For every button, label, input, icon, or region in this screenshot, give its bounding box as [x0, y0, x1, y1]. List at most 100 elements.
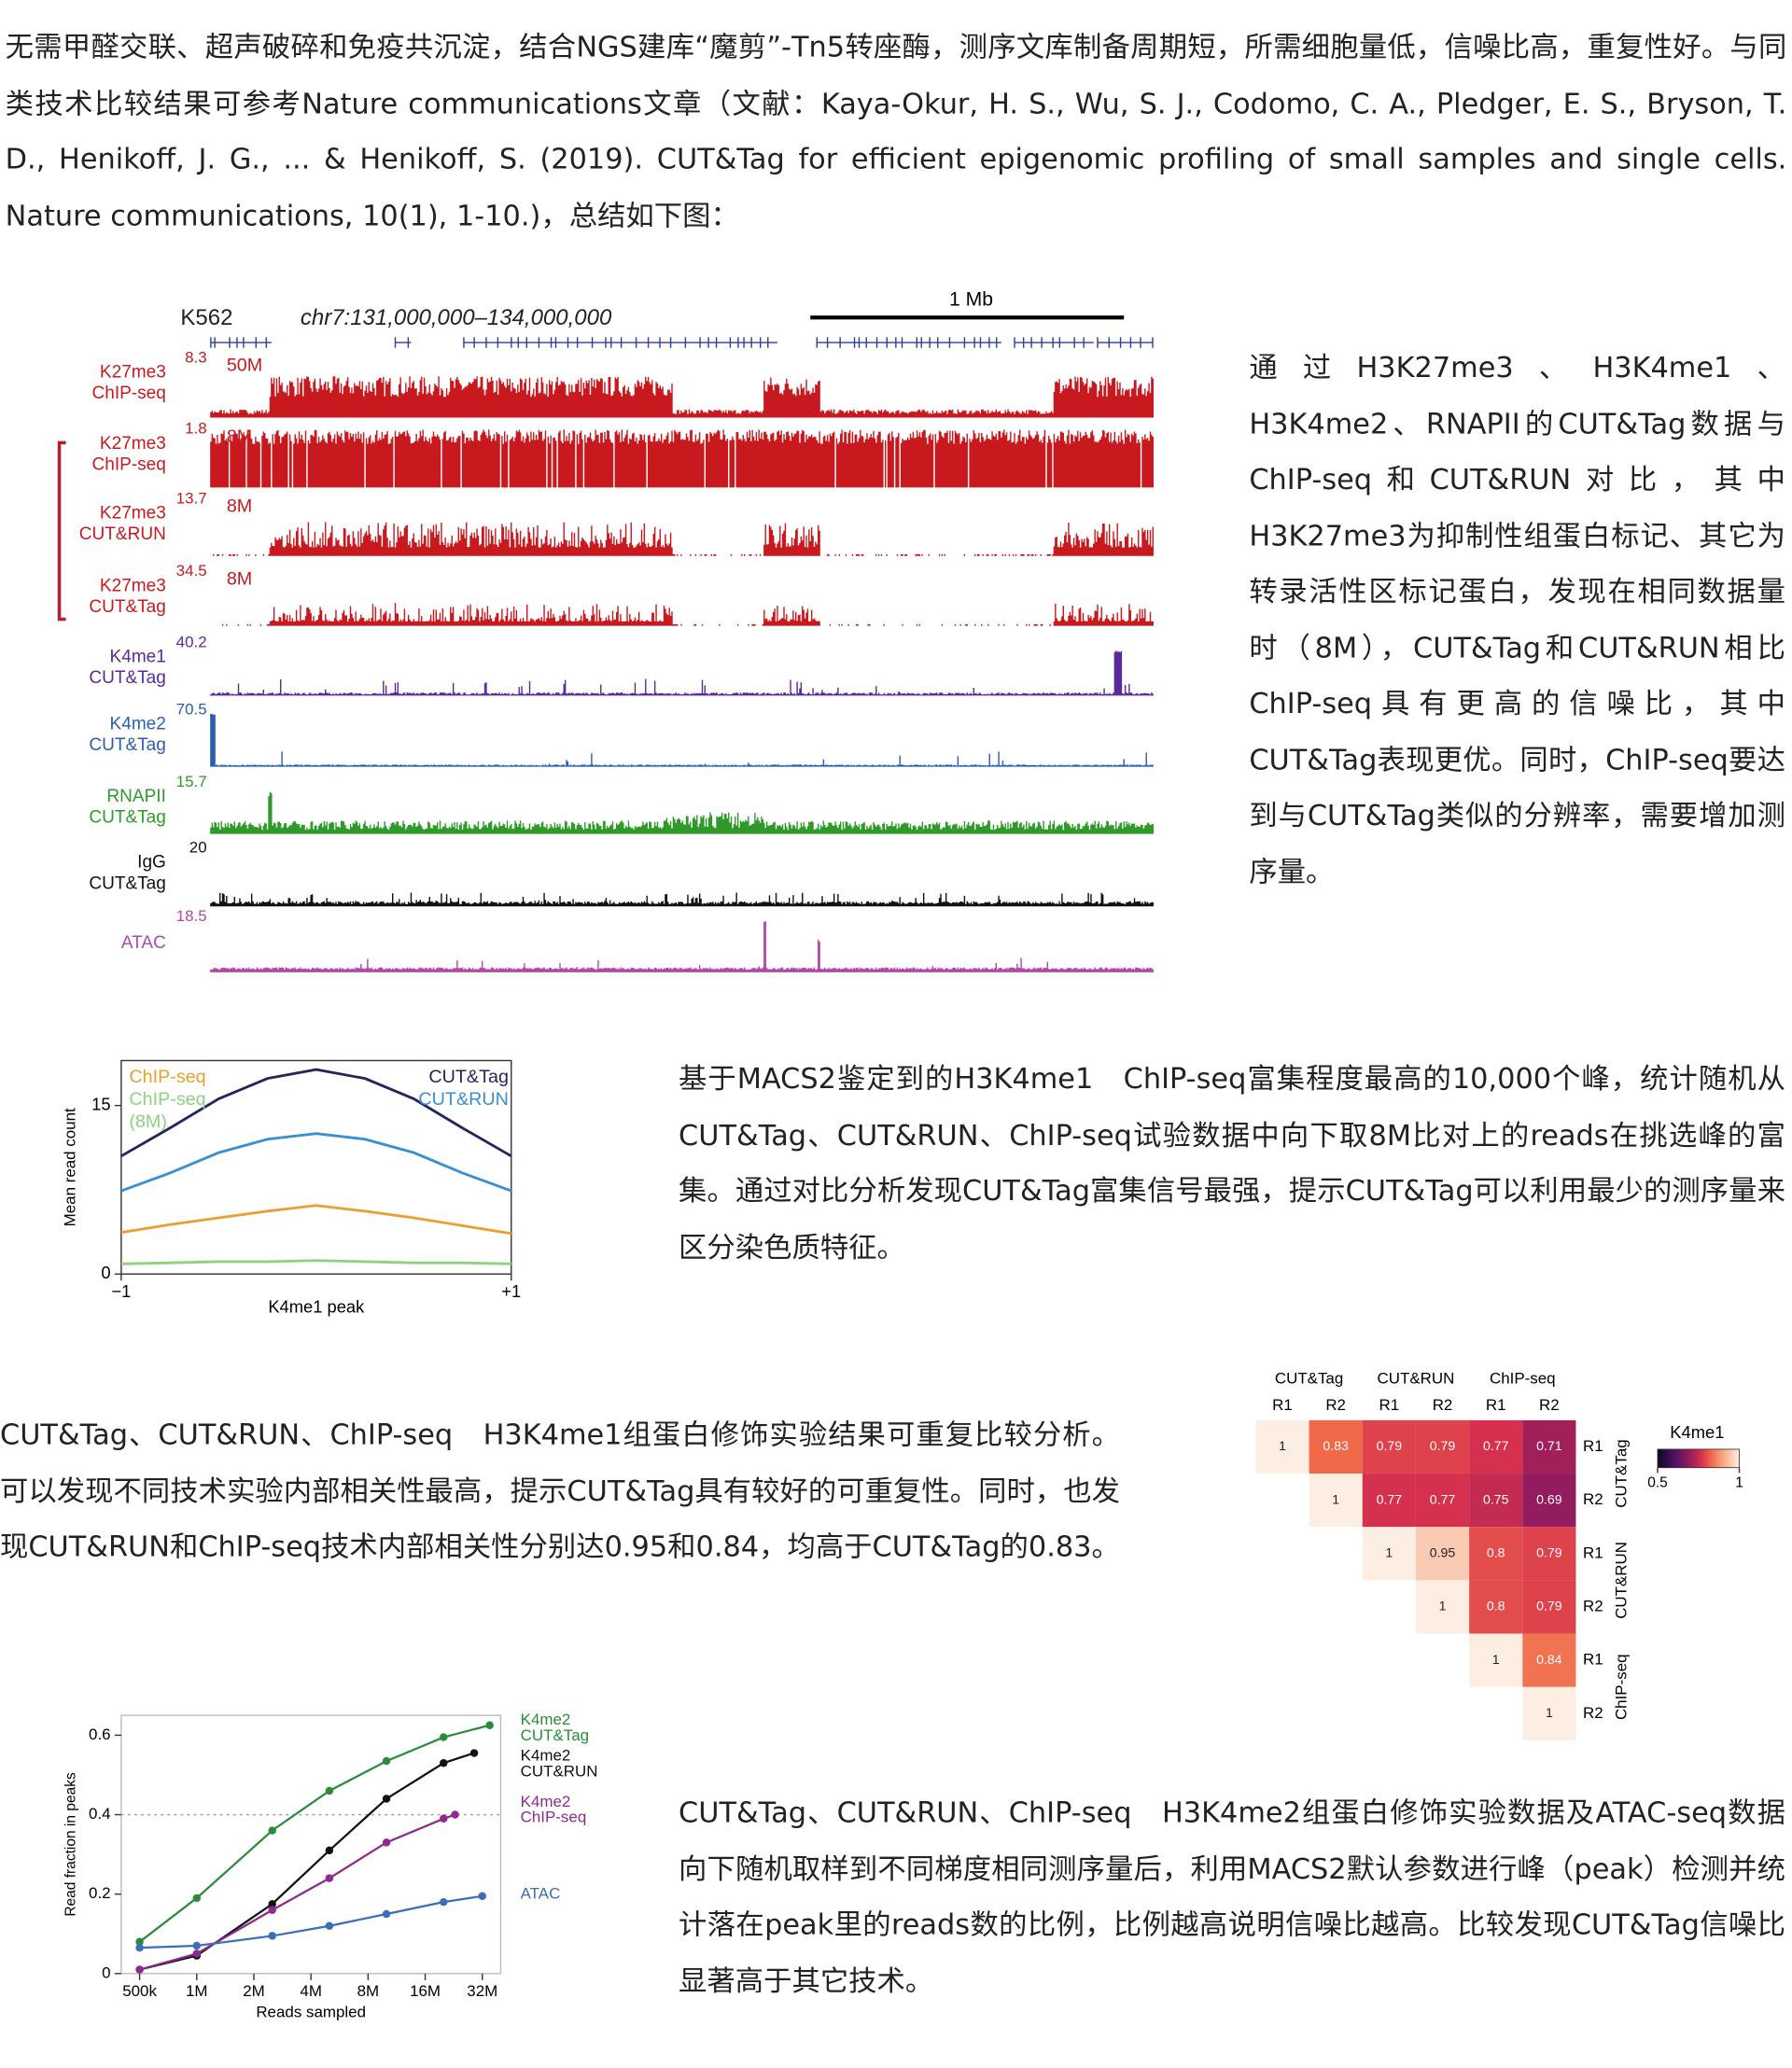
series-line: [120, 1204, 511, 1236]
heatmap-cell: [1362, 1527, 1416, 1581]
heatmap-value: 0.83: [1323, 1438, 1349, 1453]
heatmap-row-label: R1: [1583, 1651, 1603, 1669]
track-max: 13.7: [176, 490, 207, 508]
heatmap-value: 0.95: [1430, 1545, 1456, 1560]
heatmap-cell: [1469, 1580, 1523, 1634]
heatmap-col-label: R1: [1379, 1396, 1400, 1414]
track-depth: 50M: [227, 356, 262, 376]
heatmap-value: 0.77: [1430, 1491, 1456, 1506]
heatmap-cell: [1469, 1419, 1523, 1474]
legend-label: ChIP-seq: [129, 1089, 205, 1110]
track-signal: [210, 921, 1154, 972]
y-tick-label: 0: [102, 1963, 110, 1981]
track-signal: [210, 650, 1154, 696]
track-assay: CUT&Tag: [89, 873, 166, 893]
y-tick-label: 0.2: [89, 1884, 111, 1902]
legend-label: CUT&RUN: [418, 1089, 509, 1110]
heatmap-cell: [1522, 1580, 1576, 1634]
point: [325, 1921, 334, 1930]
series-line: [139, 1894, 483, 1949]
point: [451, 1810, 459, 1819]
point: [469, 1749, 479, 1757]
heatmap-group-label: CUT&Tag: [1275, 1370, 1343, 1388]
x-tick-label: 16M: [410, 1982, 441, 2000]
gene-track: [210, 337, 1154, 348]
heatmap-col-label: R2: [1325, 1396, 1346, 1414]
heatmap-row-label: R2: [1583, 1490, 1603, 1508]
heatmap-group-label: ChIP-seq: [1612, 1654, 1630, 1720]
point: [440, 1733, 448, 1741]
track-name: K27me3: [100, 363, 166, 383]
heatmap-value: 0.8: [1487, 1545, 1505, 1560]
colorbar-tick-label: 0.5: [1647, 1475, 1668, 1491]
heatmap-cell: [1469, 1474, 1523, 1528]
legend-label: CUT&Tag: [428, 1067, 509, 1087]
x-tick-label: 1M: [186, 1982, 208, 2000]
x-tick-label: 32M: [467, 1982, 497, 2000]
legend-label: ChIP-seq: [129, 1067, 205, 1087]
track-assay: CUT&Tag: [89, 597, 166, 617]
track-max: 15.7: [176, 773, 207, 790]
point: [135, 1943, 144, 1952]
point: [440, 1814, 448, 1823]
heatmap-cell: [1522, 1633, 1576, 1687]
legend-label: ChIP-seq: [521, 1809, 587, 1826]
heatmap-value: 0.8: [1487, 1599, 1505, 1614]
track-name: K27me3: [100, 576, 166, 595]
heatmap-cell: [1309, 1419, 1363, 1474]
heatmap-value: 1: [1385, 1545, 1393, 1560]
colorbar-title: K4me1: [1670, 1422, 1724, 1442]
point: [485, 1721, 494, 1729]
track-name: K4me2: [110, 714, 166, 734]
paragraph: CUT&Tag、CUT&RUN、ChIP-seq H3K4me1组蛋白修饰实验结…: [0, 1418, 1120, 1564]
track-name: K27me3: [100, 504, 166, 524]
track-max: 8.3: [185, 348, 207, 366]
series-line: [120, 1259, 511, 1265]
cell-label: K562: [180, 305, 232, 330]
heatmap-value: 1: [1439, 1599, 1447, 1614]
legend-label: CUT&Tag: [521, 1726, 589, 1744]
x-tick-label: +1: [501, 1281, 521, 1301]
y-axis-label: Mean read count: [62, 1108, 79, 1226]
track-name: IgG: [137, 853, 166, 873]
track-assay: CUT&RUN: [79, 524, 166, 544]
heatmap-value: 0.77: [1377, 1491, 1403, 1506]
track-depth: 8M: [227, 568, 252, 589]
point: [268, 1932, 276, 1940]
point: [382, 1838, 391, 1847]
heatmap-value: 0.71: [1536, 1438, 1562, 1453]
point: [382, 1795, 391, 1803]
heatmap-cell: [1522, 1686, 1576, 1740]
heatmap-value: 1: [1492, 1652, 1500, 1667]
heatmap-cell: [1522, 1419, 1576, 1474]
heatmap-value: 0.79: [1536, 1599, 1562, 1614]
track-signal: [221, 603, 1154, 626]
track-assay: CUT&Tag: [89, 808, 166, 828]
x-axis-label: K4me1 peak: [268, 1297, 365, 1317]
heatmap-cell: [1362, 1419, 1416, 1474]
legend-label: K4me2: [521, 1793, 571, 1810]
heatmap-group-label: ChIP-seq: [1490, 1370, 1556, 1388]
point: [382, 1756, 391, 1766]
heatmap-cell: [1415, 1474, 1470, 1528]
series-line: [138, 1724, 490, 1943]
heatmap-cell: [1415, 1580, 1470, 1634]
track-max: 40.2: [176, 633, 207, 650]
plot-frame: [120, 1714, 502, 1975]
legend-label: K4me2: [521, 1711, 571, 1728]
point: [440, 1897, 448, 1907]
point: [268, 1826, 276, 1835]
heatmap-value: 1: [1332, 1491, 1339, 1506]
heatmap-value: 0.84: [1536, 1652, 1562, 1667]
track-depth: 8M: [227, 496, 252, 517]
heatmap-value: 0.79: [1430, 1438, 1456, 1453]
heatmap-cell: [1309, 1474, 1363, 1528]
heatmap-cell: [1362, 1474, 1416, 1528]
track-signal: [212, 522, 1154, 556]
heatmap-group-label: CUT&Tag: [1612, 1439, 1630, 1507]
region-label: chr7:131,000,000–134,000,000: [301, 305, 612, 330]
point: [325, 1786, 334, 1796]
point: [135, 1965, 144, 1974]
heatmap-cell: [1522, 1474, 1576, 1528]
